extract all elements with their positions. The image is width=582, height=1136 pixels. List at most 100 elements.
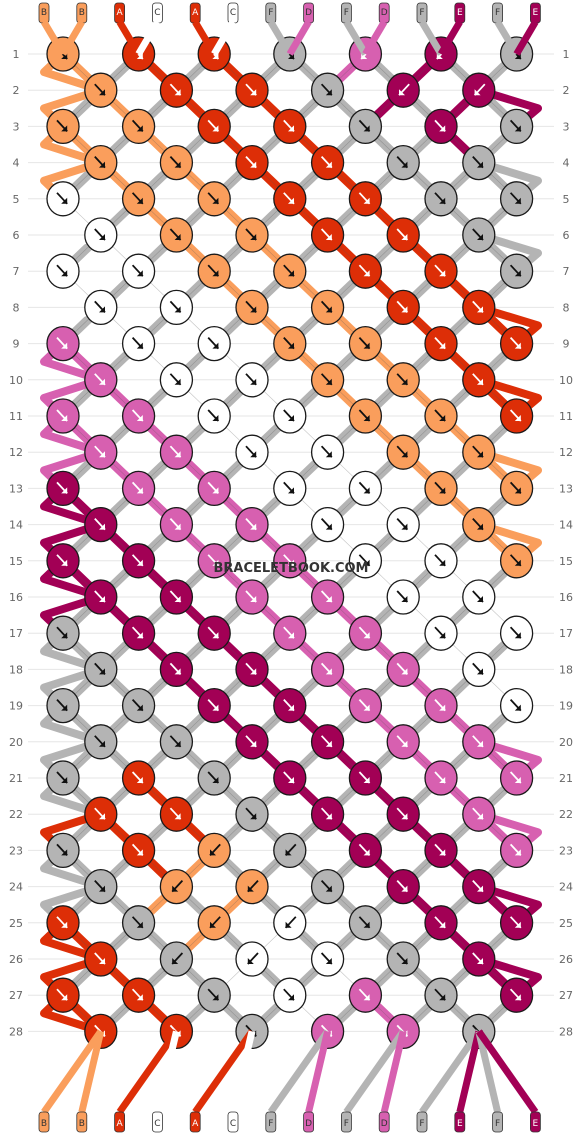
knot-arrow-head — [61, 921, 68, 928]
knot — [310, 796, 345, 832]
knot — [499, 108, 534, 145]
knot — [310, 579, 345, 615]
thread-label-top: D — [305, 8, 312, 18]
thread-stub-bottom — [343, 1029, 407, 1115]
knot-arrow-head — [99, 89, 105, 96]
row-number-left: 27 — [9, 989, 23, 1002]
knot-arrow-head — [477, 161, 483, 168]
row-number-right: 13 — [559, 482, 573, 495]
knot — [197, 687, 231, 724]
knot-arrow-head — [514, 415, 521, 421]
knot-arrow-head — [288, 559, 294, 566]
row-number-left: 11 — [9, 410, 23, 423]
knot — [197, 977, 231, 1013]
knot — [386, 651, 420, 688]
knot — [499, 905, 534, 941]
knot-arrow-head — [174, 89, 181, 96]
thread-label-bottom: B — [41, 1119, 47, 1129]
thread-label-top: F — [344, 8, 349, 18]
knot-arrow-head — [325, 740, 332, 747]
knot-arrow-head — [363, 487, 370, 494]
knot — [462, 651, 496, 688]
knot — [310, 868, 345, 905]
row-number-left: 12 — [9, 446, 23, 459]
thread-tag-bottom — [189, 1111, 201, 1133]
knot — [462, 72, 496, 108]
knot-arrow-head — [99, 885, 105, 892]
knot — [462, 144, 496, 181]
knot-arrow-head — [99, 668, 105, 675]
knot-arrow-head — [61, 53, 68, 59]
knot-arrow-head — [363, 342, 370, 349]
knot — [235, 434, 269, 470]
knot-arrow-head — [439, 849, 446, 856]
thread-label-bottom: F — [495, 1119, 500, 1129]
knot-arrow-head — [250, 596, 257, 602]
knot — [462, 868, 496, 905]
knot — [121, 977, 156, 1013]
knot — [310, 506, 345, 543]
knot-arrow-head — [61, 270, 68, 277]
thread-stub-top — [59, 20, 85, 56]
knot — [235, 868, 269, 905]
knot-arrow-head — [477, 306, 483, 313]
knot — [46, 905, 80, 941]
knot-arrow-head — [439, 559, 446, 566]
knot — [273, 543, 307, 579]
row-number-right: 10 — [559, 374, 573, 387]
thread-label-top: E — [533, 8, 539, 18]
knot-arrow-head — [325, 885, 332, 892]
knot — [273, 253, 307, 289]
knot-arrow-head — [401, 306, 408, 313]
knot — [348, 470, 383, 507]
thread-stub-bottom — [456, 1030, 483, 1113]
knot — [424, 181, 458, 217]
knot-arrow-head — [172, 885, 179, 892]
knot-arrow-head — [285, 849, 292, 856]
knot-arrow-head — [514, 559, 521, 566]
knot — [499, 760, 534, 796]
knot-arrow-head — [212, 632, 219, 639]
knot — [197, 108, 231, 145]
thread-label-bottom: E — [457, 1119, 463, 1129]
row-number-left: 13 — [9, 482, 23, 495]
knot-arrow-head — [401, 813, 408, 820]
knot-arrow-head — [136, 487, 143, 494]
knot-arrow-head — [514, 270, 521, 277]
knot-arrow-head — [399, 89, 405, 96]
knot-arrow-head — [174, 813, 181, 820]
knot — [273, 108, 307, 145]
knot — [197, 543, 231, 579]
knot-arrow-head — [174, 234, 181, 240]
knot — [499, 543, 534, 579]
thread-tag-bottom — [303, 1111, 315, 1133]
knot-arrow-head — [363, 632, 370, 639]
knot — [121, 181, 156, 217]
knot — [310, 941, 345, 977]
knot — [84, 289, 118, 326]
knot-arrow-head — [61, 197, 68, 204]
knot — [121, 687, 156, 724]
knot — [348, 760, 383, 796]
thread-label-bottom: A — [192, 1119, 199, 1129]
knot — [159, 868, 194, 905]
knot-arrow-head — [439, 125, 446, 132]
knot — [235, 217, 269, 253]
knot — [273, 977, 307, 1013]
thread-label-top: E — [457, 8, 463, 18]
knot-arrow-head — [136, 994, 143, 1001]
row-number-right: 3 — [563, 120, 570, 133]
thread-tag-bottom — [416, 1111, 428, 1133]
knot-arrow-head — [477, 958, 483, 964]
knot — [159, 796, 194, 832]
knot — [386, 217, 420, 253]
row-number-right: 26 — [559, 953, 573, 966]
knot-arrow-head — [477, 740, 483, 747]
knot — [386, 362, 420, 398]
knot — [462, 289, 496, 326]
row-number-right: 4 — [563, 157, 570, 170]
knot-arrow-head — [212, 342, 219, 349]
knot — [235, 506, 269, 543]
